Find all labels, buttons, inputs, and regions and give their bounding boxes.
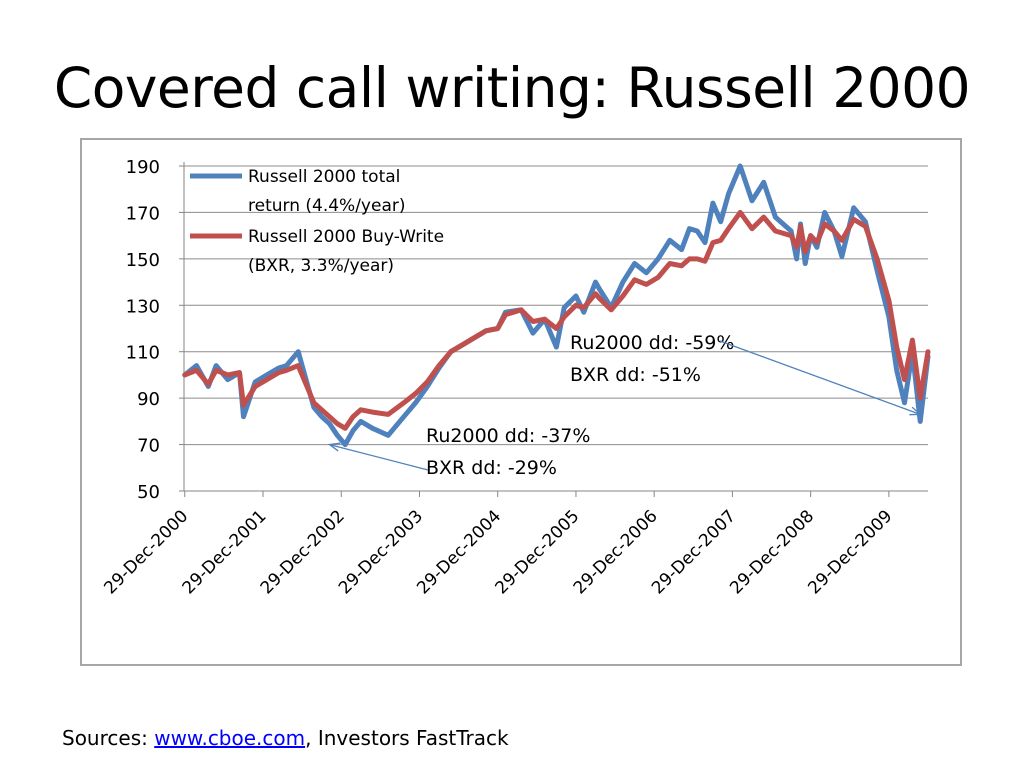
gridlines xyxy=(184,165,928,446)
y-tick-label: 190 xyxy=(126,157,160,178)
annotations: Ru2000 dd: -37% BXR dd: -29% Ru2000 dd: -5… xyxy=(327,332,922,479)
legend-label: Russell 2000 total xyxy=(248,167,400,187)
annotation-arrow-line xyxy=(329,443,429,471)
chart-frame: 50 70 90 110 130 150 170 190 29-Dec-2000 29-Dec-2… xyxy=(80,138,962,666)
y-tick-label: 70 xyxy=(137,436,160,457)
legend-label: return (4.4%/year) xyxy=(248,196,406,216)
annotation-label: Ru2000 dd: -59% xyxy=(570,332,734,354)
legend-label: (BXR, 3.3%/year) xyxy=(248,256,394,276)
sources-prefix: Sources: xyxy=(62,726,155,750)
annotation-arrow-head xyxy=(909,406,922,416)
y-tick-label: 50 xyxy=(137,482,160,503)
line-chart: 50709011013015017019029-Dec-200029-Dec-2… xyxy=(100,157,931,598)
y-tick-label: 130 xyxy=(126,296,160,317)
y-tick-label: 150 xyxy=(126,250,160,271)
legend-label: Russell 2000 Buy-Write xyxy=(248,227,444,247)
sources-link[interactable]: www.cboe.com xyxy=(154,726,306,750)
slide-title: Covered call writing: Russell 2000 xyxy=(53,56,971,120)
y-tick-label: 170 xyxy=(126,203,160,224)
annotation-arrow-line xyxy=(719,340,921,416)
annotation-arrow-head xyxy=(327,442,341,452)
sources-suffix: , Investors FastTrack xyxy=(305,726,509,750)
y-tick-label: 110 xyxy=(126,343,160,364)
y-tick-label: 90 xyxy=(137,389,160,410)
series-line-2 xyxy=(182,209,931,431)
annotation-label: Ru2000 dd: -37% xyxy=(426,425,590,447)
x-tick-label: 29-Dec-2009 xyxy=(804,506,896,598)
series-lines xyxy=(182,163,931,448)
sources-note: Sources: www.cboe.com, Investors FastTra… xyxy=(62,726,509,750)
legend: Russell 2000 total return (4.4%/year) Russ… xyxy=(190,167,444,276)
annotation-label: BXR dd: -29% xyxy=(426,457,557,479)
annotation-label: BXR dd: -51% xyxy=(570,364,701,386)
